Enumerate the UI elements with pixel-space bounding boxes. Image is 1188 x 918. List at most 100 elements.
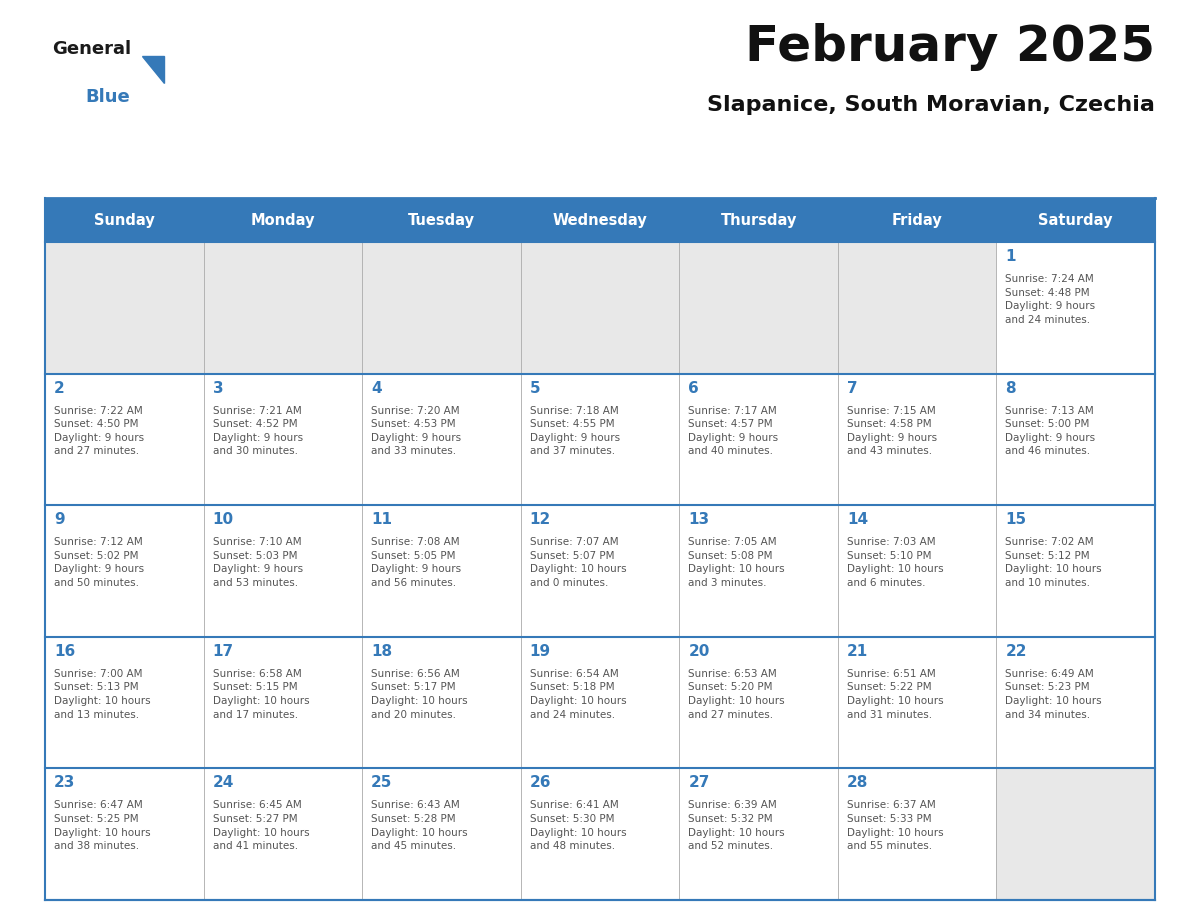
- Bar: [997, 374, 1155, 505]
- Text: 6: 6: [688, 381, 699, 396]
- Text: Sunrise: 6:56 AM
Sunset: 5:17 PM
Daylight: 10 hours
and 20 minutes.: Sunrise: 6:56 AM Sunset: 5:17 PM Dayligh…: [371, 669, 468, 720]
- Bar: [680, 374, 838, 505]
- Bar: [520, 768, 680, 900]
- Text: Sunrise: 7:12 AM
Sunset: 5:02 PM
Daylight: 9 hours
and 50 minutes.: Sunrise: 7:12 AM Sunset: 5:02 PM Dayligh…: [53, 537, 144, 588]
- Text: 2: 2: [53, 381, 65, 396]
- Text: Sunrise: 6:39 AM
Sunset: 5:32 PM
Daylight: 10 hours
and 52 minutes.: Sunrise: 6:39 AM Sunset: 5:32 PM Dayligh…: [688, 800, 785, 851]
- Text: 17: 17: [213, 644, 234, 659]
- Text: 28: 28: [847, 776, 868, 790]
- Text: 9: 9: [53, 512, 64, 527]
- Text: Sunrise: 6:51 AM
Sunset: 5:22 PM
Daylight: 10 hours
and 31 minutes.: Sunrise: 6:51 AM Sunset: 5:22 PM Dayligh…: [847, 669, 943, 720]
- Text: 22: 22: [1005, 644, 1026, 659]
- Text: 20: 20: [688, 644, 709, 659]
- Bar: [520, 505, 680, 637]
- Bar: [680, 768, 838, 900]
- Bar: [997, 242, 1155, 374]
- Bar: [838, 374, 997, 505]
- Text: Sunrise: 7:24 AM
Sunset: 4:48 PM
Daylight: 9 hours
and 24 minutes.: Sunrise: 7:24 AM Sunset: 4:48 PM Dayligh…: [1005, 274, 1095, 325]
- Text: Sunrise: 7:21 AM
Sunset: 4:52 PM
Daylight: 9 hours
and 30 minutes.: Sunrise: 7:21 AM Sunset: 4:52 PM Dayligh…: [213, 406, 303, 456]
- Text: Sunrise: 7:05 AM
Sunset: 5:08 PM
Daylight: 10 hours
and 3 minutes.: Sunrise: 7:05 AM Sunset: 5:08 PM Dayligh…: [688, 537, 785, 588]
- Bar: [520, 242, 680, 374]
- Bar: [520, 637, 680, 768]
- Text: 1: 1: [1005, 249, 1016, 264]
- Text: 3: 3: [213, 381, 223, 396]
- Text: Sunrise: 7:18 AM
Sunset: 4:55 PM
Daylight: 9 hours
and 37 minutes.: Sunrise: 7:18 AM Sunset: 4:55 PM Dayligh…: [530, 406, 620, 456]
- Bar: [520, 374, 680, 505]
- Text: Sunrise: 7:00 AM
Sunset: 5:13 PM
Daylight: 10 hours
and 13 minutes.: Sunrise: 7:00 AM Sunset: 5:13 PM Dayligh…: [53, 669, 151, 720]
- Bar: [203, 505, 362, 637]
- Text: Sunrise: 7:17 AM
Sunset: 4:57 PM
Daylight: 9 hours
and 40 minutes.: Sunrise: 7:17 AM Sunset: 4:57 PM Dayligh…: [688, 406, 778, 456]
- Text: Sunrise: 6:37 AM
Sunset: 5:33 PM
Daylight: 10 hours
and 55 minutes.: Sunrise: 6:37 AM Sunset: 5:33 PM Dayligh…: [847, 800, 943, 851]
- Text: Sunrise: 6:49 AM
Sunset: 5:23 PM
Daylight: 10 hours
and 34 minutes.: Sunrise: 6:49 AM Sunset: 5:23 PM Dayligh…: [1005, 669, 1102, 720]
- Bar: [362, 768, 520, 900]
- Text: Wednesday: Wednesday: [552, 212, 647, 228]
- Text: General: General: [52, 40, 131, 58]
- Bar: [45, 242, 203, 374]
- Text: 14: 14: [847, 512, 868, 527]
- Bar: [45, 768, 203, 900]
- Bar: [838, 768, 997, 900]
- Text: 10: 10: [213, 512, 234, 527]
- Text: 23: 23: [53, 776, 75, 790]
- Bar: [362, 242, 520, 374]
- Text: Sunrise: 7:07 AM
Sunset: 5:07 PM
Daylight: 10 hours
and 0 minutes.: Sunrise: 7:07 AM Sunset: 5:07 PM Dayligh…: [530, 537, 626, 588]
- Bar: [362, 505, 520, 637]
- Text: 4: 4: [371, 381, 381, 396]
- Text: Sunrise: 7:20 AM
Sunset: 4:53 PM
Daylight: 9 hours
and 33 minutes.: Sunrise: 7:20 AM Sunset: 4:53 PM Dayligh…: [371, 406, 461, 456]
- Text: Tuesday: Tuesday: [407, 212, 475, 228]
- Text: Monday: Monday: [251, 212, 315, 228]
- Bar: [362, 198, 520, 242]
- Text: February 2025: February 2025: [745, 23, 1155, 71]
- Text: Thursday: Thursday: [720, 212, 797, 228]
- Bar: [520, 198, 680, 242]
- Bar: [997, 768, 1155, 900]
- Bar: [45, 198, 203, 242]
- Bar: [45, 637, 203, 768]
- Text: Sunday: Sunday: [94, 212, 154, 228]
- Text: Sunrise: 7:08 AM
Sunset: 5:05 PM
Daylight: 9 hours
and 56 minutes.: Sunrise: 7:08 AM Sunset: 5:05 PM Dayligh…: [371, 537, 461, 588]
- Bar: [45, 505, 203, 637]
- Text: 18: 18: [371, 644, 392, 659]
- Text: Sunrise: 6:41 AM
Sunset: 5:30 PM
Daylight: 10 hours
and 48 minutes.: Sunrise: 6:41 AM Sunset: 5:30 PM Dayligh…: [530, 800, 626, 851]
- Text: 11: 11: [371, 512, 392, 527]
- Bar: [838, 242, 997, 374]
- Bar: [838, 198, 997, 242]
- Bar: [203, 374, 362, 505]
- Text: Sunrise: 6:53 AM
Sunset: 5:20 PM
Daylight: 10 hours
and 27 minutes.: Sunrise: 6:53 AM Sunset: 5:20 PM Dayligh…: [688, 669, 785, 720]
- Text: Sunrise: 7:13 AM
Sunset: 5:00 PM
Daylight: 9 hours
and 46 minutes.: Sunrise: 7:13 AM Sunset: 5:00 PM Dayligh…: [1005, 406, 1095, 456]
- Text: Sunrise: 7:03 AM
Sunset: 5:10 PM
Daylight: 10 hours
and 6 minutes.: Sunrise: 7:03 AM Sunset: 5:10 PM Dayligh…: [847, 537, 943, 588]
- Text: Sunrise: 7:10 AM
Sunset: 5:03 PM
Daylight: 9 hours
and 53 minutes.: Sunrise: 7:10 AM Sunset: 5:03 PM Dayligh…: [213, 537, 303, 588]
- Text: Sunrise: 6:54 AM
Sunset: 5:18 PM
Daylight: 10 hours
and 24 minutes.: Sunrise: 6:54 AM Sunset: 5:18 PM Dayligh…: [530, 669, 626, 720]
- Bar: [997, 637, 1155, 768]
- Text: Saturday: Saturday: [1038, 212, 1113, 228]
- Text: 8: 8: [1005, 381, 1016, 396]
- Text: Sunrise: 6:45 AM
Sunset: 5:27 PM
Daylight: 10 hours
and 41 minutes.: Sunrise: 6:45 AM Sunset: 5:27 PM Dayligh…: [213, 800, 309, 851]
- Bar: [838, 637, 997, 768]
- Text: Friday: Friday: [892, 212, 942, 228]
- Text: Sunrise: 6:43 AM
Sunset: 5:28 PM
Daylight: 10 hours
and 45 minutes.: Sunrise: 6:43 AM Sunset: 5:28 PM Dayligh…: [371, 800, 468, 851]
- Text: 13: 13: [688, 512, 709, 527]
- Text: 21: 21: [847, 644, 868, 659]
- Text: 24: 24: [213, 776, 234, 790]
- Text: Blue: Blue: [86, 88, 129, 106]
- Text: Sunrise: 7:15 AM
Sunset: 4:58 PM
Daylight: 9 hours
and 43 minutes.: Sunrise: 7:15 AM Sunset: 4:58 PM Dayligh…: [847, 406, 937, 456]
- Bar: [203, 198, 362, 242]
- Text: 16: 16: [53, 644, 75, 659]
- Bar: [362, 374, 520, 505]
- Bar: [45, 374, 203, 505]
- Bar: [997, 505, 1155, 637]
- Text: 15: 15: [1005, 512, 1026, 527]
- Bar: [203, 768, 362, 900]
- Bar: [203, 637, 362, 768]
- Bar: [680, 242, 838, 374]
- Text: Slapanice, South Moravian, Czechia: Slapanice, South Moravian, Czechia: [707, 95, 1155, 115]
- Text: 5: 5: [530, 381, 541, 396]
- Polygon shape: [143, 56, 164, 83]
- Text: 27: 27: [688, 776, 709, 790]
- Text: 25: 25: [371, 776, 392, 790]
- Text: Sunrise: 7:02 AM
Sunset: 5:12 PM
Daylight: 10 hours
and 10 minutes.: Sunrise: 7:02 AM Sunset: 5:12 PM Dayligh…: [1005, 537, 1102, 588]
- Bar: [680, 637, 838, 768]
- Text: 19: 19: [530, 644, 551, 659]
- Text: 7: 7: [847, 381, 858, 396]
- Bar: [997, 198, 1155, 242]
